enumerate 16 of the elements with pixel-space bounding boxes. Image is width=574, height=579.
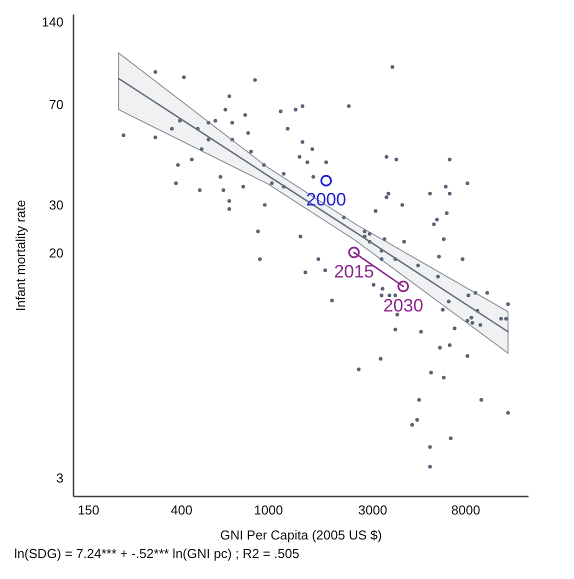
y-tick-label: 3 <box>56 470 64 486</box>
x-tick-label: 400 <box>170 502 192 518</box>
x-axis-title: GNI Per Capita (2005 US $) <box>220 528 382 542</box>
annotation: 2015 <box>334 261 374 282</box>
y-tick-label: 140 <box>42 14 64 30</box>
y-tick-label: 70 <box>49 96 64 112</box>
y-tick-label: 20 <box>49 246 64 261</box>
x-tick-label: 150 <box>78 502 100 518</box>
x-tick-label: 3000 <box>358 502 388 518</box>
annotation: 2030 <box>383 295 424 316</box>
y-tick-label: 30 <box>49 197 64 212</box>
annotation: 2000 <box>306 190 346 210</box>
x-tick-label: 1000 <box>254 502 283 518</box>
text: ln(SDG) = 7.24*** + -.52*** ln(GNI pc) ; R2 = .505 <box>14 546 300 561</box>
y-axis-title: Infant mortality rate <box>12 200 28 312</box>
x-tick-label: 8000 <box>451 502 480 518</box>
